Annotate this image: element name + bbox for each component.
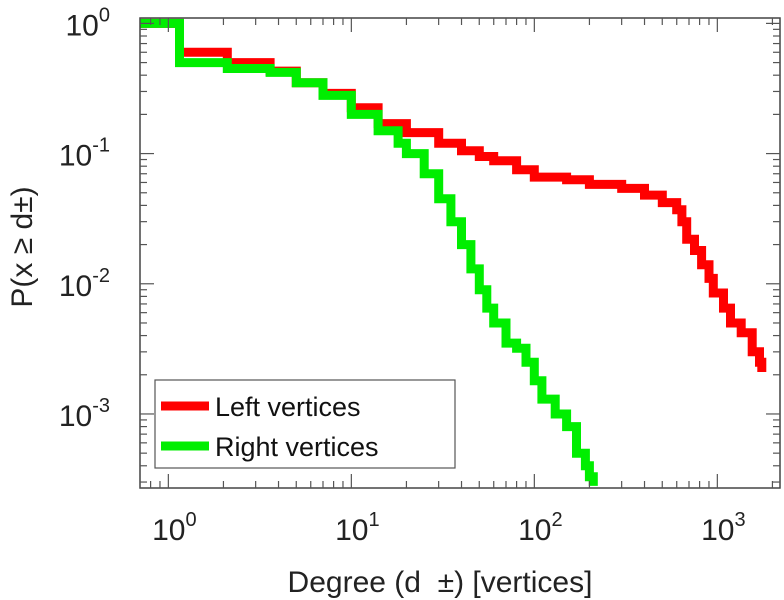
y-tick-label: 10-2: [59, 265, 110, 303]
legend-label-right-vertices: Right vertices: [215, 432, 379, 462]
x-tick-label: 103: [701, 509, 746, 547]
legend-box: [154, 379, 456, 469]
x-axis-label: Degree (d ±) [vertices]: [288, 566, 593, 599]
y-tick-label: 10-1: [59, 135, 110, 173]
x-tick-label: 101: [335, 509, 380, 547]
tick-marks: [139, 18, 780, 488]
plot-frame: [139, 17, 781, 489]
tick-labels: 100 101 102 103 100 10-1 10-2 10-3: [59, 4, 746, 547]
legend-label-left-vertices: Left vertices: [215, 392, 361, 422]
x-tick-label: 102: [518, 509, 563, 547]
y-axis-label: P(x ≥ d±): [6, 186, 39, 307]
x-tick-label: 100: [152, 509, 197, 547]
series-layer: [140, 18, 767, 486]
series-line-right-vertices: [140, 18, 598, 486]
legend: Left vertices Right vertices: [154, 379, 456, 469]
y-tick-label: 100: [66, 4, 111, 42]
y-tick-label: 10-3: [59, 395, 110, 433]
